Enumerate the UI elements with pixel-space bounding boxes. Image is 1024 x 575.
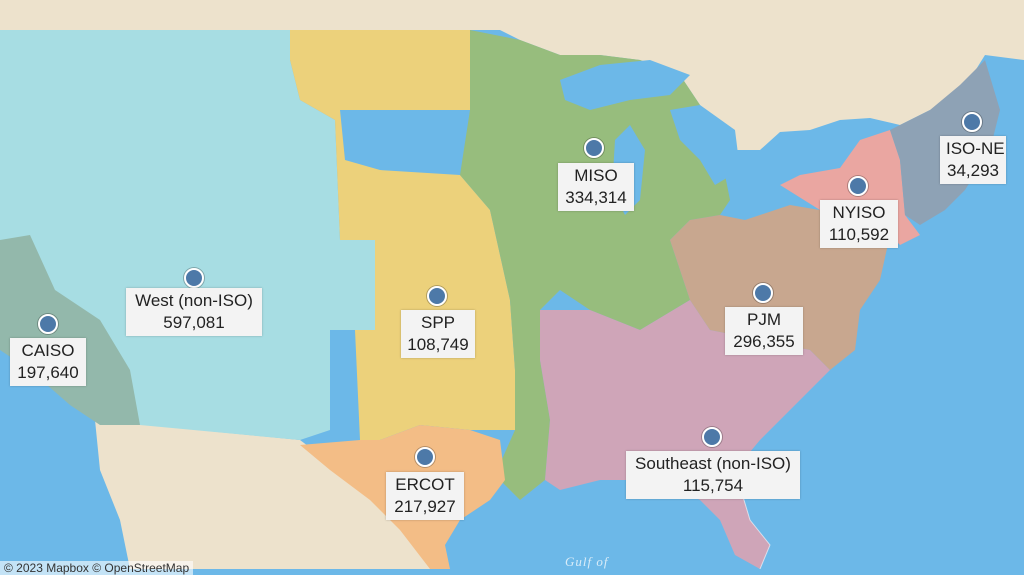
region-name: West (non-ISO) [135,291,253,310]
region-label-caiso[interactable]: CAISO 197,640 [10,338,86,386]
water-label: Gulf of [565,554,609,569]
region-name: CAISO [21,341,75,360]
region-label-southeast[interactable]: Southeast (non-ISO) 115,754 [626,451,800,499]
region-marker-caiso[interactable] [38,314,58,334]
region-marker-nyiso[interactable] [848,176,868,196]
region-label-spp[interactable]: SPP 108,749 [401,310,475,358]
region-marker-pjm[interactable] [753,283,773,303]
region-marker-ercot[interactable] [415,447,435,467]
region-area-southeast [540,300,830,569]
region-value: 597,081 [163,313,225,332]
region-value: 334,314 [565,188,627,207]
region-marker-isone[interactable] [962,112,982,132]
region-value: 115,754 [682,476,744,495]
baja-land [95,420,190,569]
lake-huron [670,105,740,185]
region-marker-west[interactable] [184,268,204,288]
region-name: MISO [574,166,618,185]
region-label-ercot[interactable]: ERCOT 217,927 [386,472,464,520]
region-value: 296,355 [733,332,795,351]
region-name: PJM [747,310,781,329]
region-area-miso [460,30,730,500]
region-value: 34,293 [947,161,999,180]
region-name: NYISO [832,203,886,222]
region-name: SPP [420,313,456,332]
region-marker-southeast[interactable] [702,427,722,447]
region-value: 110,592 [828,225,890,244]
canada-land [0,0,1024,150]
region-label-isone[interactable]: ISO-NE 34,293 [940,136,1006,184]
region-value: 197,640 [17,363,79,382]
region-marker-spp[interactable] [427,286,447,306]
region-marker-miso[interactable] [584,138,604,158]
region-label-west[interactable]: West (non-ISO) 597,081 [126,288,262,336]
mexico-land [95,420,440,569]
lake-erie [720,190,800,220]
map-attribution[interactable]: © 2023 Mapbox © OpenStreetMap [0,561,194,575]
region-label-pjm[interactable]: PJM 296,355 [725,307,803,355]
region-label-nyiso[interactable]: NYISO 110,592 [820,200,898,248]
region-name: Southeast (non-ISO) [635,454,791,473]
region-name: ISO-NE [946,139,1005,158]
region-label-miso[interactable]: MISO 334,314 [558,163,634,211]
lake-superior [560,60,690,110]
region-value: 108,749 [407,335,469,354]
region-name: ERCOT [395,475,455,494]
region-area-caiso [0,235,140,425]
region-value: 217,927 [394,497,456,516]
